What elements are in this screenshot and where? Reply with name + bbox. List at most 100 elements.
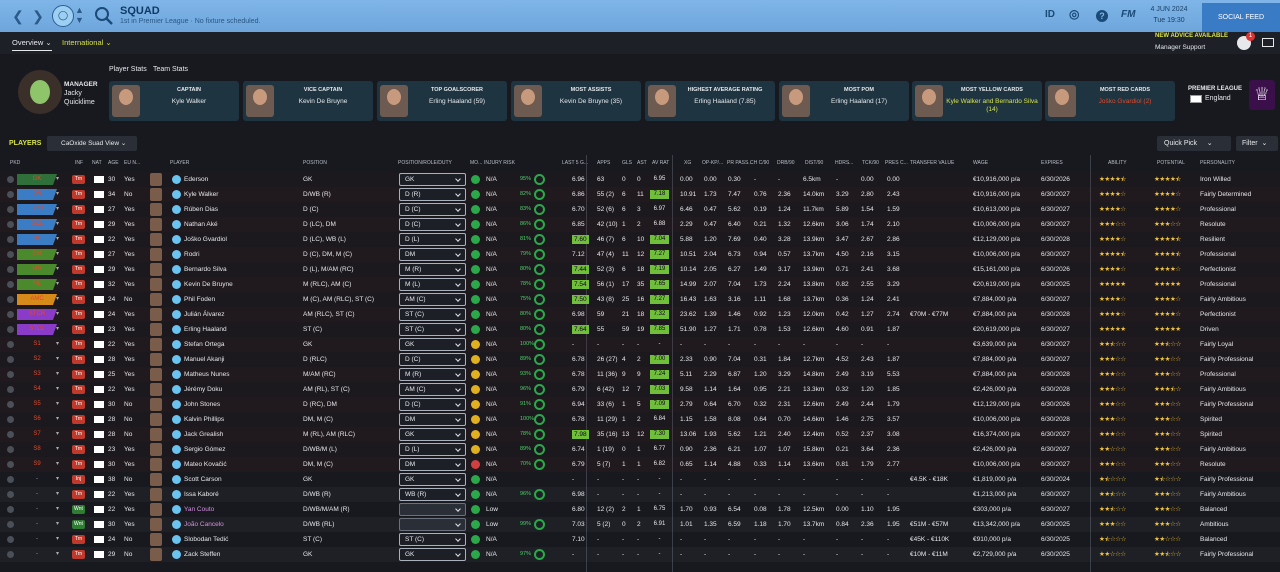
column-header[interactable]: TRANSFER VALUE (910, 160, 955, 166)
globe-icon[interactable]: ◎ (1069, 7, 1080, 21)
player-name[interactable]: Nathan Aké (184, 221, 218, 228)
position-slot-badge[interactable]: S6 (33, 416, 41, 422)
position-slot-badge[interactable]: GK (17, 174, 57, 185)
position-slot-badge[interactable]: STCR (17, 309, 57, 320)
role-duty-select[interactable]: M (R) (399, 368, 466, 381)
slot-dropdown-icon[interactable]: ▾ (56, 551, 60, 557)
slot-dropdown-icon[interactable]: ▾ (56, 521, 60, 527)
display-icon[interactable] (1262, 38, 1274, 47)
position-slot-badge[interactable]: S7 (33, 431, 41, 437)
player-name[interactable]: Rúben Dias (184, 206, 218, 213)
table-row[interactable]: STCR ▾ Trn 24 Yes Julián Álvarez AM (RLC), ST … (0, 307, 1280, 322)
slot-dropdown-icon[interactable]: ▾ (56, 371, 60, 377)
table-row[interactable]: S9 ▾ Trn 30 Yes Mateo Kovačić DM, M (C) DM N/A 70… (0, 457, 1280, 472)
column-header[interactable]: CH C/90 (750, 160, 770, 166)
role-duty-select[interactable]: GK (399, 548, 466, 561)
club-badge-icon[interactable]: ◯ (52, 5, 74, 27)
column-header[interactable]: XG (684, 160, 692, 166)
table-row[interactable]: MR ▾ Trn 29 Yes Bernardo Silva D (L), M/AM (RC… (0, 262, 1280, 277)
column-header[interactable]: AST (637, 160, 647, 166)
player-name[interactable]: Joško Gvardiol (184, 236, 227, 243)
select-checkbox[interactable] (7, 476, 14, 483)
column-header[interactable]: GLS (622, 160, 633, 166)
role-duty-select[interactable]: D (C) (399, 203, 466, 216)
select-checkbox[interactable] (7, 191, 14, 198)
position-slot-badge[interactable]: STCL (17, 324, 57, 335)
award-card[interactable]: TOP GOALSCORER Erling Haaland (59) (377, 81, 507, 121)
role-duty-select[interactable]: DM (399, 248, 466, 261)
player-name[interactable]: Kalvin Phillips (184, 416, 225, 423)
player-name[interactable]: Yan Couto (184, 506, 215, 513)
player-name[interactable]: Issa Kaboré (184, 491, 219, 498)
table-row[interactable]: DCL ▾ Trn 29 Yes Nathan Aké D (LC), DM D (C) N/A… (0, 217, 1280, 232)
select-checkbox[interactable] (7, 431, 14, 438)
select-checkbox[interactable] (7, 461, 14, 468)
role-duty-select[interactable]: M (R) (399, 263, 466, 276)
tab-international[interactable]: International ⌄ (62, 38, 112, 47)
award-card[interactable]: CAPTAIN Kyle Walker (109, 81, 239, 121)
player-name[interactable]: Julián Álvarez (184, 311, 225, 318)
slot-dropdown-icon[interactable]: ▾ (56, 266, 60, 272)
position-slot-badge[interactable]: - (36, 476, 38, 482)
player-name[interactable]: João Cancelo (184, 521, 224, 528)
column-header[interactable]: MO... (470, 160, 483, 166)
select-checkbox[interactable] (7, 251, 14, 258)
select-checkbox[interactable] (7, 266, 14, 273)
club-switch-icon[interactable]: ▲ ▼ (75, 5, 84, 25)
slot-dropdown-icon[interactable]: ▾ (56, 221, 60, 227)
position-slot-badge[interactable]: S1 (33, 341, 41, 347)
position-slot-badge[interactable]: AMC (17, 294, 57, 305)
table-row[interactable]: S2 ▾ Trn 28 Yes Manuel Akanji D (RLC) D (C) N/A 8… (0, 352, 1280, 367)
table-row[interactable]: DL ▾ Trn 22 Yes Joško Gvardiol D (LC), WB (L) D… (0, 232, 1280, 247)
position-slot-badge[interactable]: DL (17, 234, 57, 245)
select-checkbox[interactable] (7, 236, 14, 243)
table-row[interactable]: AMC ▾ Trn 24 No Phil Foden M (C), AM (RLC), ST… (0, 292, 1280, 307)
column-header[interactable]: PLAYER (170, 160, 190, 166)
column-header[interactable]: HDRS... (835, 160, 854, 166)
select-checkbox[interactable] (7, 401, 14, 408)
player-name[interactable]: Jack Grealish (184, 431, 224, 438)
role-duty-select[interactable]: GK (399, 338, 466, 351)
slot-dropdown-icon[interactable]: ▾ (56, 176, 60, 182)
role-duty-select[interactable]: D (L) (399, 443, 466, 456)
player-name[interactable]: Kyle Walker (184, 191, 219, 198)
role-duty-select[interactable]: D (C) (399, 398, 466, 411)
player-name[interactable]: Jérémy Doku (184, 386, 223, 393)
table-row[interactable]: S8 ▾ Trn 23 Yes Sergio Gómez D/WB/M (L) D (L) N/… (0, 442, 1280, 457)
position-slot-badge[interactable]: - (36, 521, 38, 527)
position-slot-badge[interactable]: - (36, 551, 38, 557)
table-row[interactable]: S5 ▾ Trn 30 No John Stones D (RC), DM D (C) N/A 9… (0, 397, 1280, 412)
position-slot-badge[interactable]: DCL (17, 219, 57, 230)
player-name[interactable]: Scott Carson (184, 476, 222, 483)
column-header[interactable]: AV RAT (652, 160, 670, 166)
view-selector[interactable]: CaOxide Suad View ⌄ (47, 136, 137, 151)
player-name[interactable]: Phil Foden (184, 296, 216, 303)
slot-dropdown-icon[interactable]: ▾ (56, 476, 60, 482)
table-row[interactable]: - ▾ Wnt 22 Yes Yan Couto D/WB/M/AM (R) Low 6.80 1… (0, 502, 1280, 517)
position-slot-badge[interactable]: S3 (33, 371, 41, 377)
id-icon[interactable]: ID (1045, 9, 1055, 20)
role-duty-select[interactable]: GK (399, 173, 466, 186)
table-row[interactable]: - ▾ Trn 29 No Zack Steffen GK GK N/A 97% - - - - - - - - -… (0, 547, 1280, 562)
slot-dropdown-icon[interactable]: ▾ (56, 251, 60, 257)
column-header[interactable]: POTENTIAL (1157, 160, 1185, 166)
award-card[interactable]: HIGHEST AVERAGE RATING Erling Haaland (7.… (645, 81, 775, 121)
column-header[interactable]: DRB/90 (777, 160, 795, 166)
role-duty-select[interactable]: DM (399, 458, 466, 471)
slot-dropdown-icon[interactable]: ▾ (56, 431, 60, 437)
slot-dropdown-icon[interactable]: ▾ (56, 281, 60, 287)
select-checkbox[interactable] (7, 371, 14, 378)
table-row[interactable]: - ▾ Trn 24 No Slobodan Tedić ST (C) ST (C) N/A 7.… (0, 532, 1280, 547)
slot-dropdown-icon[interactable]: ▾ (56, 296, 60, 302)
position-slot-badge[interactable]: S4 (33, 386, 41, 392)
award-card[interactable]: MOST POM Erling Haaland (17) (779, 81, 909, 121)
select-checkbox[interactable] (7, 206, 14, 213)
column-header[interactable]: NAT (92, 160, 102, 166)
column-header[interactable]: POSITION (303, 160, 327, 166)
select-checkbox[interactable] (7, 341, 14, 348)
select-checkbox[interactable] (7, 536, 14, 543)
position-slot-badge[interactable]: DCR (17, 204, 57, 215)
position-slot-badge[interactable]: ML (17, 279, 57, 290)
role-duty-select[interactable]: GK (399, 428, 466, 441)
role-duty-select[interactable]: ST (C) (399, 323, 466, 336)
